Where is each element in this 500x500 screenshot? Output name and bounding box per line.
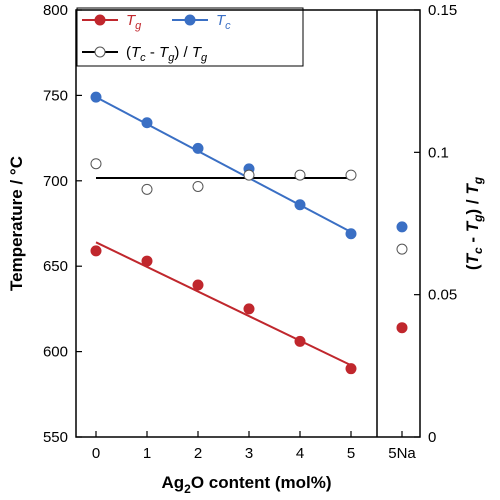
- y-left-tick-label: 650: [43, 258, 68, 275]
- legend-label-part: ) /: [174, 44, 192, 61]
- legend-label-part: -: [146, 44, 159, 61]
- legend-subscript: c: [225, 20, 231, 32]
- x-axis-title: Ag2O content (mol%): [161, 473, 331, 496]
- data-point: [141, 183, 153, 195]
- data-point: [243, 169, 255, 181]
- y-right-t3: T: [463, 183, 482, 195]
- x-tick-label: 5: [347, 445, 355, 462]
- fit-lines: [95, 96, 352, 367]
- data-point: [345, 363, 357, 375]
- y-right-minus: -: [463, 232, 482, 247]
- data-point: [141, 255, 153, 267]
- data-point: [192, 180, 204, 192]
- data-markers: [90, 91, 408, 375]
- data-point: [90, 91, 102, 103]
- x-tick-label: 3: [245, 445, 253, 462]
- fit-line: [95, 96, 352, 233]
- axis-ticks: [76, 9, 420, 438]
- y-right-s1: c: [471, 247, 485, 254]
- data-point: [294, 199, 306, 211]
- data-point: [294, 169, 306, 181]
- x-tick-label: 0: [92, 445, 100, 462]
- fit-line: [95, 241, 352, 367]
- x-axis-title-rest: O content (mol%): [191, 473, 332, 492]
- data-point: [90, 245, 102, 257]
- y-right-mid: ) /: [463, 195, 482, 215]
- legend-label: (Tc - Tg) / Tg: [126, 44, 208, 64]
- y-right-tick-label: 0.05: [428, 287, 457, 304]
- y-left-tick-label: 700: [43, 173, 68, 190]
- legend-label-part: T: [159, 44, 170, 61]
- legend-symbol: T: [216, 12, 227, 29]
- legend-label: Tc: [216, 12, 231, 32]
- data-point: [345, 228, 357, 240]
- legend-label-part: T: [192, 44, 203, 61]
- y-right-tick-label: 0: [428, 429, 436, 446]
- data-point: [90, 158, 102, 170]
- legend-label: Tg: [126, 12, 142, 32]
- data-point: [294, 335, 306, 347]
- y-left-tick-label: 600: [43, 344, 68, 361]
- y-right-s2: g: [471, 214, 485, 223]
- data-point-5na-tc: [396, 221, 408, 233]
- legend-label-part: c: [140, 52, 146, 64]
- data-point: [141, 117, 153, 129]
- x-tick-label: 1: [143, 445, 151, 462]
- legend-marker: [184, 14, 196, 26]
- legend-marker: [94, 46, 106, 58]
- y-right-tick-label: 0.15: [428, 2, 457, 19]
- legend-label-part: T: [131, 44, 142, 61]
- legend-label-part: g: [168, 52, 175, 64]
- data-point: [192, 279, 204, 291]
- x-axis-title-sub: 2: [184, 482, 191, 496]
- y-right-s3: g: [471, 176, 485, 185]
- y-left-tick-label: 750: [43, 87, 68, 104]
- data-point: [192, 142, 204, 154]
- plot-border: [75, 9, 421, 438]
- legend-label-part: g: [201, 52, 208, 64]
- legend: Tg Tc(Tc - Tg) / Tg: [76, 7, 304, 67]
- y-axis-left-title: Temperature / °C: [7, 156, 26, 291]
- x-tick-label: 2: [194, 445, 202, 462]
- legend-symbol: T: [126, 12, 137, 29]
- data-point-5na-tg: [396, 322, 408, 334]
- legend-subscript: g: [135, 20, 142, 32]
- y-right-tick-label: 0.1: [428, 144, 449, 161]
- x-tick-label: 4: [296, 445, 304, 462]
- y-axis-right-title: (Tc - Tg) / Tg: [463, 176, 485, 270]
- data-point: [345, 169, 357, 181]
- y-left-tick-label: 550: [43, 429, 68, 446]
- y-right-t1: T: [463, 252, 482, 264]
- y-right-t2: T: [463, 220, 482, 232]
- plot-frame: [75, 9, 421, 438]
- legend-box: [76, 7, 304, 67]
- y-left-tick-label: 800: [43, 2, 68, 19]
- data-point-5na-ratio: [396, 243, 408, 255]
- y-right-part-open: (: [463, 264, 482, 270]
- x-axis-title-main: Ag: [161, 473, 184, 492]
- legend-marker: [94, 14, 106, 26]
- data-point: [243, 303, 255, 315]
- legend-label-part: (: [126, 44, 131, 61]
- x-tick-label: 5Na: [388, 445, 416, 462]
- tick-labels: 0 1 2 3 4 5 5Na 550 600 650 700 750 800 0 0.05 0.1 0.15: [43, 2, 457, 462]
